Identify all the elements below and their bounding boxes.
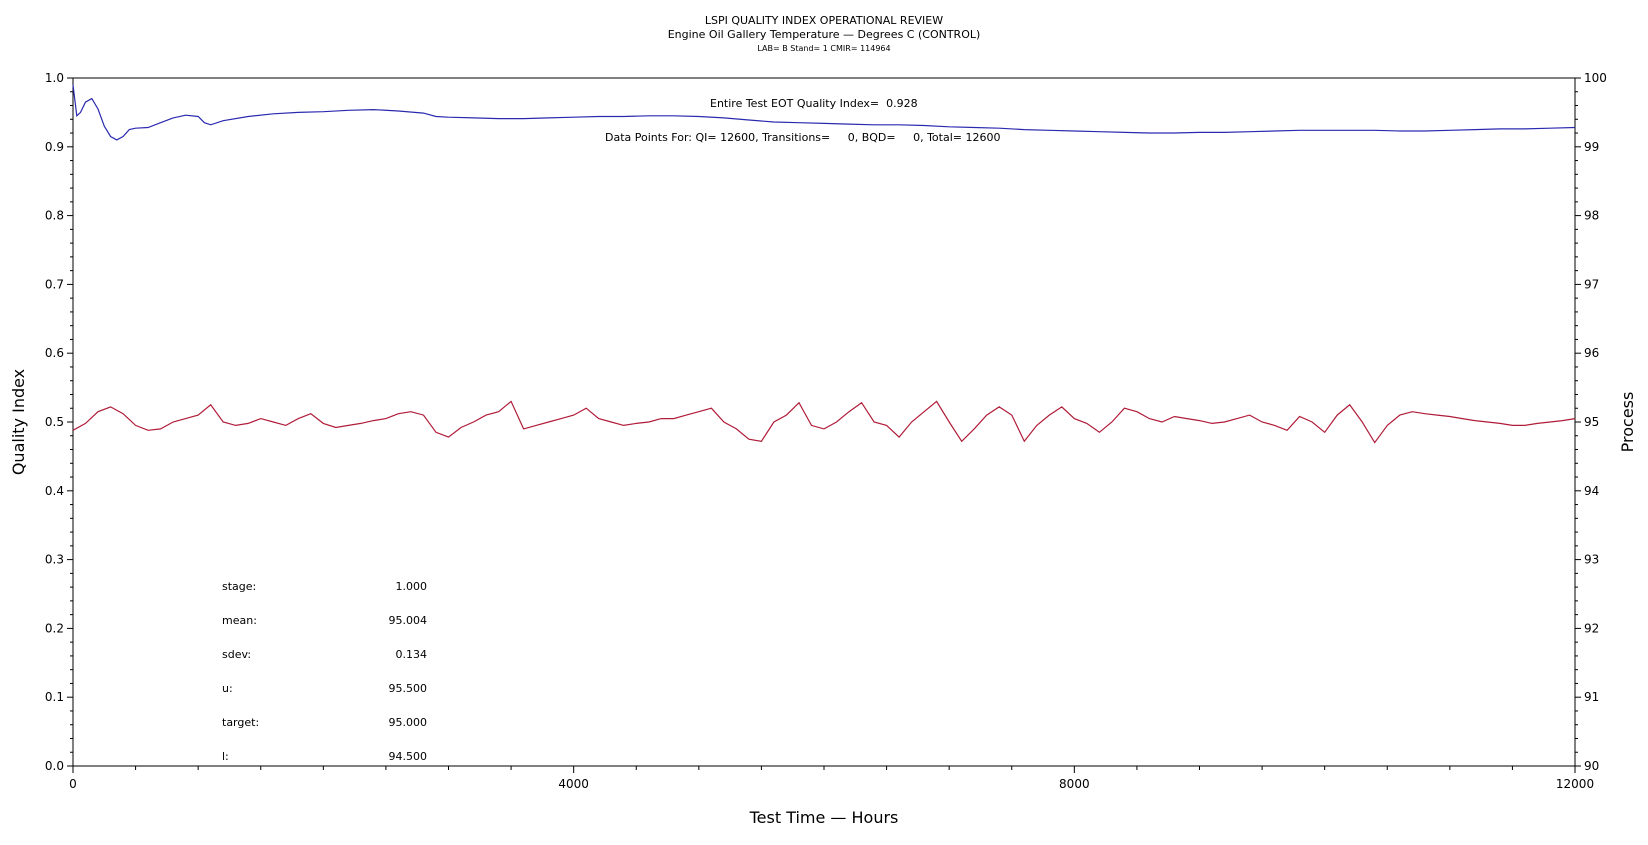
y-right-tick-label: 91	[1584, 690, 1599, 704]
x-axis-label: Test Time — Hours	[749, 808, 899, 827]
chart-subtitle: Engine Oil Gallery Temperature — Degrees…	[668, 28, 981, 41]
y-right-tick-label: 93	[1584, 553, 1599, 567]
plot-frame	[72, 77, 1576, 767]
stat-value: 95.004	[389, 614, 428, 627]
y-right-tick-label: 100	[1584, 71, 1607, 85]
y-right-tick-label: 94	[1584, 484, 1599, 498]
x-tick-label: 12000	[1556, 777, 1594, 791]
y-left-tick-label: 0.8	[45, 209, 64, 223]
data-points-annotation: Data Points For: QI= 12600, Transitions=…	[605, 131, 1000, 144]
x-tick-label: 8000	[1059, 777, 1090, 791]
stat-value: 94.500	[389, 750, 428, 763]
y-left-tick-label: 0.3	[45, 553, 64, 567]
y-left-tick-label: 0.6	[45, 346, 64, 360]
stat-label: target:	[222, 716, 259, 729]
y-left-tick-label: 0.7	[45, 277, 64, 291]
series-layer	[72, 84, 1576, 444]
y-right-tick-label: 95	[1584, 415, 1599, 429]
y-left-tick-label: 0.2	[45, 621, 64, 635]
y-axis-right-label: Process	[1618, 392, 1637, 453]
y-axis-left: 0.0 0.1 0.2 0.3 0.4 0.5 0.6 0.7 0.8 0.9 1.0	[45, 71, 73, 773]
y-left-tick-label: 1.0	[45, 71, 64, 85]
stats-table: stage: 1.000 mean: 95.004 sdev: 0.134 u: 95.500…	[222, 580, 427, 763]
y-right-tick-label: 99	[1584, 140, 1599, 154]
stat-label: l:	[222, 750, 229, 763]
x-tick-label: 4000	[558, 777, 589, 791]
chart-title: LSPI QUALITY INDEX OPERATIONAL REVIEW	[705, 14, 943, 27]
stat-label: mean:	[222, 614, 257, 627]
y-axis-right: 90 91 92 93 94 95 96 97 98 99 100	[1575, 71, 1607, 773]
process-line	[72, 400, 1576, 444]
quality-index-line	[72, 84, 1576, 141]
chart-subtitle-lab: LAB= B Stand= 1 CMIR= 114964	[757, 44, 890, 53]
y-right-tick-label: 96	[1584, 346, 1599, 360]
y-left-tick-label: 0.5	[45, 415, 64, 429]
x-tick-label: 0	[69, 777, 77, 791]
quality-index-annotation: Entire Test EOT Quality Index= 0.928	[710, 97, 918, 110]
stat-label: sdev:	[222, 648, 251, 661]
y-left-tick-label: 0.9	[45, 140, 64, 154]
stat-value: 1.000	[396, 580, 428, 593]
stat-value: 95.000	[389, 716, 428, 729]
x-axis: 0 4000 8000 12000	[69, 766, 1594, 791]
stat-value: 0.134	[396, 648, 428, 661]
y-right-tick-label: 92	[1584, 621, 1599, 635]
y-left-tick-label: 0.1	[45, 690, 64, 704]
y-right-tick-label: 98	[1584, 209, 1599, 223]
stat-label: stage:	[222, 580, 256, 593]
y-left-tick-label: 0.0	[45, 759, 64, 773]
y-right-tick-label: 90	[1584, 759, 1599, 773]
y-axis-left-label: Quality Index	[9, 369, 28, 475]
stat-value: 95.500	[389, 682, 428, 695]
y-right-tick-label: 97	[1584, 277, 1599, 291]
stat-label: u:	[222, 682, 233, 695]
y-left-tick-label: 0.4	[45, 484, 64, 498]
